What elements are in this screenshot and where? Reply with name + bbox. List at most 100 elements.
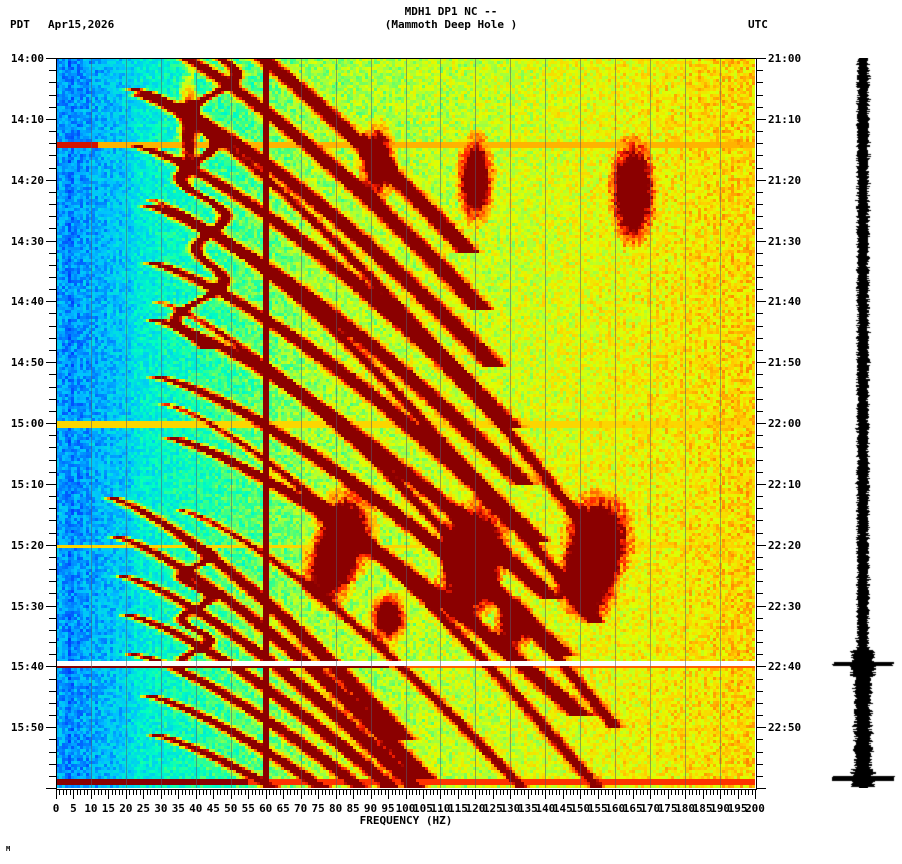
frequency-tick bbox=[534, 789, 536, 795]
frequency-tick bbox=[653, 789, 655, 795]
frequency-tick bbox=[402, 789, 403, 795]
frequency-ticks bbox=[56, 789, 756, 800]
frequency-tick bbox=[80, 789, 82, 795]
time-axis-label: 14:10 bbox=[10, 113, 44, 126]
time-tick bbox=[49, 764, 56, 765]
timezone-right-label: UTC bbox=[748, 18, 768, 31]
frequency-axis-label: 15 bbox=[101, 802, 116, 815]
frequency-tick bbox=[597, 789, 599, 799]
time-tick bbox=[49, 338, 56, 339]
frequency-tick bbox=[87, 789, 89, 795]
frequency-tick bbox=[601, 789, 603, 795]
time-tick bbox=[756, 435, 763, 436]
frequency-tick bbox=[195, 789, 197, 799]
time-tick bbox=[49, 569, 56, 570]
frequency-tick bbox=[398, 789, 400, 795]
frequency-axis-label: 25 bbox=[136, 802, 150, 815]
frequency-axis-label: 125 bbox=[482, 802, 503, 815]
time-tick bbox=[49, 204, 56, 205]
frequency-tick bbox=[94, 789, 96, 795]
frequency-tick bbox=[436, 789, 438, 795]
time-tick bbox=[49, 277, 56, 278]
frequency-axis-label: 180 bbox=[675, 802, 696, 815]
frequency-tick bbox=[69, 789, 71, 795]
frequency-tick bbox=[279, 789, 281, 795]
frequency-tick bbox=[688, 789, 690, 795]
frequency-tick bbox=[716, 789, 718, 795]
time-tick bbox=[756, 581, 763, 582]
frequency-tick bbox=[262, 789, 264, 795]
frequency-axis-label: 45 bbox=[206, 802, 220, 815]
time-tick bbox=[49, 192, 56, 193]
frequency-tick bbox=[391, 789, 393, 795]
frequency-tick bbox=[727, 789, 729, 795]
time-tick bbox=[756, 107, 763, 108]
time-tick bbox=[756, 593, 763, 594]
frequency-tick bbox=[276, 789, 278, 795]
time-axis-label: 14:40 bbox=[10, 295, 44, 308]
frequency-axis-label: 80 bbox=[328, 802, 343, 815]
frequency-tick bbox=[328, 789, 330, 795]
time-tick bbox=[49, 374, 56, 375]
frequency-tick bbox=[346, 789, 348, 795]
time-axis-label: 21:20 bbox=[768, 174, 802, 187]
time-tick bbox=[46, 727, 56, 728]
frequency-tick bbox=[297, 789, 299, 795]
time-axis-label: 15:00 bbox=[10, 417, 44, 430]
time-tick bbox=[49, 654, 56, 655]
frequency-tick bbox=[524, 789, 526, 795]
frequency-tick bbox=[293, 789, 295, 795]
frequency-tick bbox=[146, 789, 148, 795]
time-axis-label: 21:30 bbox=[768, 235, 802, 248]
time-tick bbox=[49, 496, 56, 497]
frequency-tick bbox=[489, 789, 491, 795]
time-tick bbox=[756, 484, 766, 485]
frequency-axis-label: 60 bbox=[259, 802, 273, 815]
frequency-tick bbox=[164, 789, 166, 795]
frequency-axis-label: 70 bbox=[294, 802, 308, 815]
time-tick bbox=[756, 374, 763, 375]
frequency-tick bbox=[720, 789, 722, 799]
frequency-tick bbox=[580, 789, 582, 799]
frequency-tick bbox=[520, 789, 522, 795]
corner-artifact-mark: M bbox=[6, 845, 11, 853]
frequency-tick bbox=[671, 789, 673, 795]
frequency-tick bbox=[83, 789, 85, 795]
time-tick bbox=[49, 715, 56, 716]
frequency-tick bbox=[314, 789, 316, 795]
frequency-axis-label: 0 bbox=[52, 802, 60, 815]
frequency-tick bbox=[573, 789, 575, 795]
spectrogram-plot[interactable] bbox=[56, 58, 755, 788]
frequency-tick bbox=[353, 789, 355, 799]
timezone-left-label: PDT bbox=[10, 18, 30, 31]
frequency-axis-label: 35 bbox=[171, 802, 185, 815]
frequency-tick bbox=[639, 789, 641, 795]
frequency-tick bbox=[737, 789, 739, 799]
time-tick bbox=[49, 776, 56, 777]
date-label: Apr15,2026 bbox=[48, 18, 115, 31]
time-tick bbox=[756, 82, 763, 83]
frequency-tick bbox=[443, 789, 445, 795]
frequency-tick bbox=[713, 789, 715, 795]
time-tick bbox=[756, 338, 763, 339]
time-tick bbox=[756, 362, 766, 363]
time-tick bbox=[756, 496, 763, 497]
frequency-axis-label: 190 bbox=[710, 802, 730, 815]
time-tick bbox=[46, 180, 56, 181]
time-tick bbox=[49, 168, 56, 169]
frequency-axis-label: 90 bbox=[363, 802, 378, 815]
time-tick bbox=[756, 253, 763, 254]
frequency-tick bbox=[475, 789, 477, 799]
frequency-tick bbox=[632, 789, 634, 799]
time-tick bbox=[756, 313, 763, 314]
time-tick bbox=[49, 326, 56, 327]
frequency-tick bbox=[513, 789, 515, 795]
frequency-axis-label: 50 bbox=[224, 802, 238, 815]
time-tick bbox=[49, 216, 56, 217]
time-tick bbox=[49, 679, 56, 680]
time-tick bbox=[46, 484, 56, 485]
frequency-tick bbox=[566, 789, 568, 795]
frequency-tick bbox=[216, 789, 218, 795]
frequency-tick bbox=[468, 789, 470, 795]
time-tick bbox=[49, 155, 56, 156]
